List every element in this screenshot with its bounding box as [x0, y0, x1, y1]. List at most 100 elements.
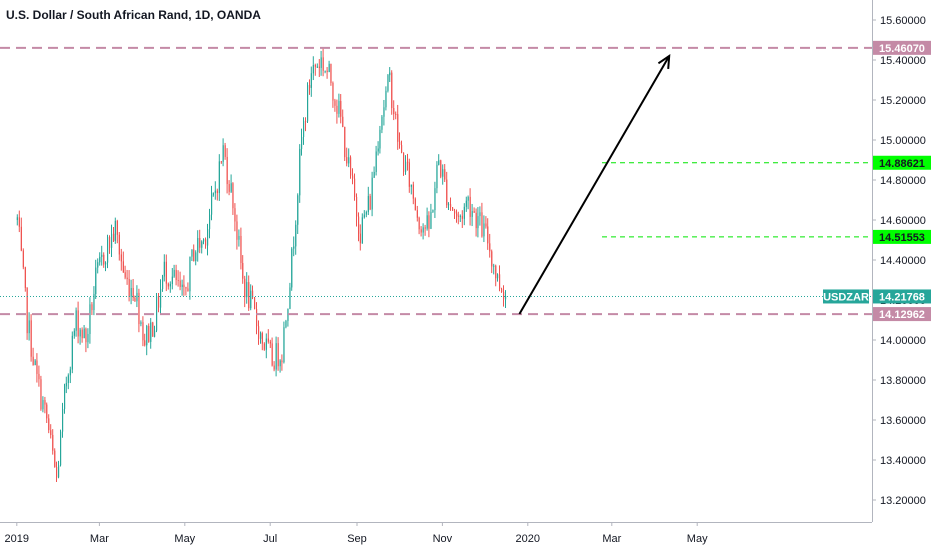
- candle-body: [185, 287, 187, 289]
- arrow-head: [657, 54, 671, 70]
- candle-body: [326, 70, 328, 73]
- y-tick-label: 15.20000: [880, 95, 926, 107]
- candle-body: [418, 217, 420, 230]
- candle-body: [422, 227, 424, 233]
- candle-body: [50, 430, 52, 435]
- candle-body: [503, 291, 505, 300]
- candle-body: [120, 254, 122, 262]
- candle-body: [393, 108, 395, 114]
- candle-body: [195, 252, 197, 262]
- candle-body: [489, 243, 491, 252]
- candle-body: [107, 237, 109, 263]
- candle-body: [58, 465, 60, 478]
- candle-body: [263, 343, 265, 350]
- candle-body: [371, 177, 373, 210]
- candle-body: [456, 213, 458, 216]
- candle-body: [83, 328, 85, 339]
- level-tag-bg: [873, 40, 931, 55]
- candle-body: [497, 274, 499, 279]
- y-tick-label: 13.40000: [880, 455, 926, 467]
- candle-body: [412, 184, 414, 199]
- candle-body: [375, 151, 377, 172]
- x-tick-label: May: [174, 533, 195, 545]
- candle-body: [224, 145, 226, 157]
- candle-body: [148, 325, 150, 342]
- candle-body: [32, 356, 34, 366]
- candle-body: [338, 100, 340, 114]
- candles: [16, 48, 507, 482]
- candle-body: [457, 215, 459, 217]
- candle-body: [405, 161, 407, 172]
- candle-body: [424, 227, 426, 229]
- candle-body: [252, 290, 254, 298]
- candle-body: [324, 70, 326, 72]
- candle-body: [344, 126, 346, 158]
- candle-body: [269, 341, 271, 344]
- y-tick-label: 14.00000: [880, 335, 926, 347]
- candle-body: [46, 404, 48, 419]
- candle-body: [152, 322, 154, 337]
- candle-body: [132, 287, 134, 298]
- candle-body: [314, 65, 316, 67]
- candle-body: [416, 210, 418, 218]
- trend-arrow: [518, 54, 671, 315]
- candle-body: [154, 330, 156, 337]
- candle-body: [230, 183, 232, 192]
- candle-body: [491, 251, 493, 267]
- candle-body: [26, 287, 28, 334]
- candle-body: [448, 204, 450, 206]
- candle-body: [505, 296, 507, 300]
- candle-body: [342, 116, 344, 127]
- candle-body: [124, 272, 126, 278]
- candle-body: [399, 141, 401, 146]
- candle-body: [436, 164, 438, 189]
- candle-body: [301, 136, 303, 149]
- candle-body: [420, 229, 422, 233]
- candle-body: [479, 212, 481, 217]
- candle-body: [130, 287, 132, 297]
- x-tick-label: May: [687, 533, 708, 545]
- candle-body: [73, 330, 75, 336]
- candle-body: [22, 250, 24, 268]
- candle-body: [236, 221, 238, 240]
- candle-body: [273, 365, 275, 370]
- candle-body: [348, 157, 350, 164]
- candle-body: [459, 215, 461, 217]
- candle-body: [40, 379, 42, 410]
- candle-body: [432, 210, 434, 212]
- candle-body: [379, 129, 381, 149]
- candle-body: [101, 254, 103, 257]
- candle-body: [175, 269, 177, 281]
- candle-body: [71, 335, 73, 370]
- candle-body: [167, 283, 169, 287]
- candle-body: [160, 289, 162, 308]
- level-tag: 15.46070: [879, 43, 925, 55]
- candle-body: [248, 282, 250, 309]
- candle-body: [118, 234, 120, 255]
- candle-body: [358, 216, 360, 234]
- candle-body: [440, 160, 442, 177]
- candle-body: [499, 274, 501, 289]
- candle-body: [209, 214, 211, 230]
- candle-body: [56, 466, 58, 478]
- candle-body: [469, 196, 471, 217]
- candle-body: [34, 360, 36, 366]
- candle-body: [67, 375, 69, 383]
- candle-body: [450, 204, 452, 208]
- candle-body: [428, 215, 430, 229]
- candle-body: [177, 280, 179, 282]
- candle-body: [361, 217, 363, 244]
- candle-body: [356, 196, 358, 217]
- candle-body: [452, 207, 454, 211]
- candle-body: [387, 75, 389, 91]
- candle-body: [103, 254, 105, 265]
- candle-body: [352, 175, 354, 179]
- candle-body: [401, 145, 403, 153]
- candle-body: [377, 148, 379, 152]
- candle-body: [318, 66, 320, 68]
- candle-body: [487, 226, 489, 244]
- candle-body: [240, 235, 242, 264]
- y-tick-label: 14.40000: [880, 255, 926, 267]
- candle-body: [62, 408, 64, 432]
- candle-body: [359, 233, 361, 244]
